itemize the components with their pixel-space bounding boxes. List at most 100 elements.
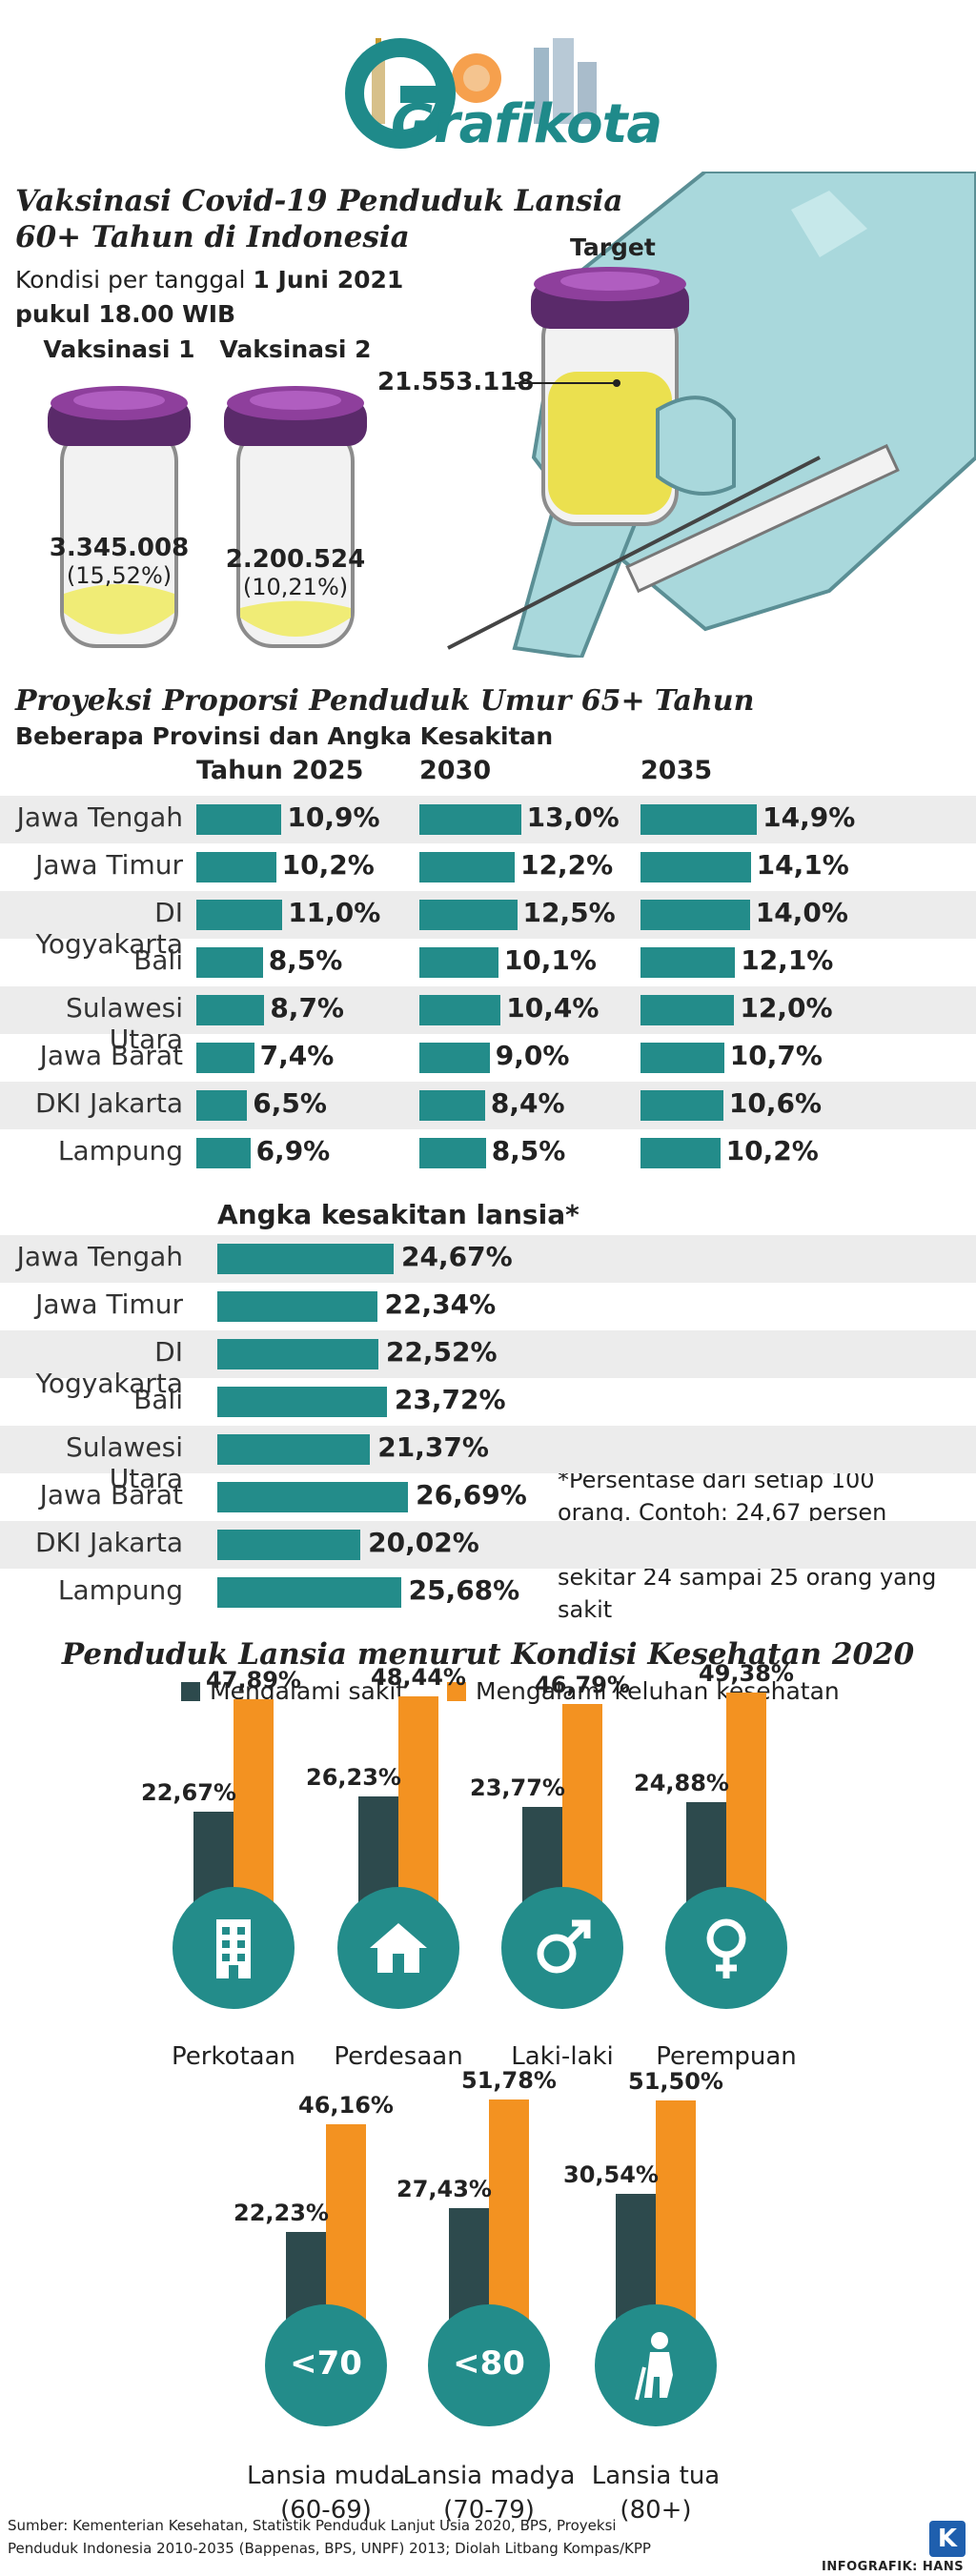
morbidity-bar-dki-jakarta — [217, 1530, 361, 1560]
projection-value-jawa-tengah-0: 10,9% — [287, 801, 380, 833]
projection-value-sulawesi-utara-0: 8,7% — [270, 992, 344, 1024]
health-label-perkotaan: Perkotaan — [129, 2039, 338, 2074]
health-value-sick-perkotaan: 22,67% — [141, 1779, 236, 1807]
as-of-date: Kondisi per tanggal 1 Juni 2021 pukul 18… — [15, 263, 403, 332]
legend-complaint-label: Mengalami keluhan kesehatan — [476, 1677, 840, 1705]
age-70-badge: <70 — [290, 2344, 362, 2383]
dose1-value: 3.345.008 (15,52%) — [38, 534, 200, 589]
projection-value-jawa-barat-0: 7,4% — [259, 1040, 335, 1071]
health-bar-complaint-lansia-muda — [326, 2124, 366, 2331]
page-title: Vaksinasi Covid-19 Penduduk Lansia 60+ T… — [15, 183, 622, 255]
projection-label-di-yogyakarta: DI Yogyakarta — [35, 897, 183, 960]
dose2-count: 2.200.524 — [225, 545, 366, 574]
year-2035-header: 2035 — [640, 756, 713, 785]
projection-bar-jawa-barat-1 — [419, 1043, 490, 1073]
elderly-icon — [618, 2327, 694, 2404]
projection-bar-jawa-tengah-1 — [419, 804, 521, 835]
health-label-line2: (80+) — [620, 2496, 692, 2525]
projection-value-jawa-timur-2: 14,1% — [756, 849, 849, 881]
legend-sick-swatch — [181, 1682, 200, 1701]
house-icon — [360, 1910, 437, 1986]
projection-label-dki-jakarta: DKI Jakarta — [34, 1087, 183, 1119]
morbidity-bar-jawa-tengah — [217, 1244, 395, 1274]
projection-bar-di-yogyakarta-2 — [640, 900, 750, 930]
projection-bar-bali-1 — [419, 947, 498, 978]
health-value-sick-perempuan: 24,88% — [634, 1770, 729, 1797]
health-value-complaint-perdesaan: 48,44% — [371, 1664, 466, 1692]
projection-title: Proyeksi Proporsi Penduduk Umur 65+ Tahu… — [15, 684, 755, 718]
morbidity-bar-lampung — [217, 1577, 401, 1608]
projection-value-sulawesi-utara-1: 10,4% — [506, 992, 600, 1024]
morbidity-value-lampung: 25,68% — [408, 1574, 520, 1606]
projection-value-lampung-1: 8,5% — [491, 1135, 566, 1166]
health-value-complaint-laki-laki: 46,79% — [535, 1672, 630, 1699]
building-icon — [195, 1910, 272, 1986]
projection-bar-jawa-tengah-2 — [640, 804, 758, 835]
male-icon — [524, 1910, 600, 1986]
morbidity-row-bg — [0, 1330, 976, 1378]
projection-bar-jawa-timur-2 — [640, 852, 751, 882]
projection-bar-jawa-barat-2 — [640, 1043, 724, 1073]
projection-bar-sulawesi-utara-1 — [419, 995, 501, 1025]
health-label-line1: Laki-laki — [511, 2042, 614, 2071]
projection-value-jawa-barat-2: 10,7% — [729, 1040, 823, 1071]
projection-bar-jawa-timur-1 — [419, 852, 516, 882]
health-label-line1: Perempuan — [656, 2042, 797, 2071]
projection-label-bali: Bali — [133, 944, 183, 976]
morbidity-value-jawa-barat: 26,69% — [416, 1479, 527, 1511]
projection-label-jawa-timur: Jawa Timur — [35, 849, 183, 881]
health-label-lansia-madya: Lansia madya (70-79) — [384, 2459, 594, 2527]
projection-label-sulawesi-utara: Sulawesi Utara — [66, 992, 183, 1055]
health-bar-complaint-perkotaan — [234, 1698, 274, 1914]
health-value-sick-perdesaan: 26,23% — [306, 1763, 401, 1791]
morbidity-value-sulawesi-utara: 21,37% — [377, 1431, 489, 1463]
projection-value-jawa-barat-1: 9,0% — [495, 1040, 570, 1071]
health-label-lansia-muda: Lansia muda (60-69) — [221, 2459, 431, 2527]
dose2-pct: (10,21%) — [242, 574, 349, 600]
morbidity-label-lampung: Lampung — [57, 1574, 183, 1606]
health-value-sick-lansia-muda: 22,23% — [234, 2199, 329, 2226]
health-bar-complaint-lansia-tua — [656, 2099, 696, 2331]
morbidity-value-di-yogyakarta: 22,52% — [385, 1336, 498, 1368]
logo-skyline-icon — [345, 38, 597, 149]
projection-bar-lampung-1 — [419, 1138, 486, 1168]
health-bar-complaint-lansia-madya — [489, 2099, 529, 2331]
credit: INFOGRAFIK: HANS — [822, 2560, 965, 2574]
projection-bar-jawa-barat-0 — [196, 1043, 254, 1073]
health-label-line1: Perkotaan — [171, 2042, 295, 2071]
morbidity-bar-bali — [217, 1387, 387, 1417]
morbidity-row-bg — [0, 1426, 976, 1473]
projection-value-dki-jakarta-0: 6,5% — [253, 1087, 327, 1119]
health-label-line1: Perdesaan — [334, 2042, 463, 2071]
morbidity-value-dki-jakarta: 20,02% — [368, 1527, 479, 1558]
title-line-2: 60+ Tahun di Indonesia — [15, 220, 410, 254]
year-2030-header: 2030 — [419, 756, 492, 785]
health-label-line2: (70-79) — [443, 2496, 535, 2525]
projection-bar-di-yogyakarta-1 — [419, 900, 518, 930]
health-circle-perempuan — [665, 1887, 787, 2009]
target-count: 21.553.118 — [377, 368, 535, 396]
health-value-complaint-lansia-muda: 46,16% — [298, 2092, 394, 2120]
health-value-complaint-lansia-madya: 51,78% — [461, 2066, 557, 2094]
projection-value-di-yogyakarta-2: 14,0% — [755, 897, 848, 928]
health-value-complaint-lansia-tua: 51,50% — [628, 2067, 723, 2095]
health-circle-lansia-madya — [428, 2304, 550, 2426]
projection-bar-di-yogyakarta-0 — [196, 900, 283, 930]
health-circle-lansia-muda — [265, 2304, 387, 2426]
morbidity-label-di-yogyakarta: DI Yogyakarta — [35, 1336, 183, 1399]
projection-subtitle: Beberapa Provinsi dan Angka Kesakitan — [15, 722, 554, 750]
projection-bar-lampung-0 — [196, 1138, 251, 1168]
projection-bar-bali-2 — [640, 947, 736, 978]
morbidity-bar-sulawesi-utara — [217, 1434, 371, 1465]
projection-bar-sulawesi-utara-2 — [640, 995, 735, 1025]
health-value-complaint-perkotaan: 47,89% — [206, 1666, 301, 1694]
health-value-sick-laki-laki: 23,77% — [470, 1775, 565, 1802]
projection-label-lampung: Lampung — [57, 1135, 183, 1166]
morbidity-row-bg — [0, 1235, 976, 1283]
projection-bar-dki-jakarta-0 — [196, 1090, 248, 1121]
projection-value-jawa-tengah-2: 14,9% — [762, 801, 856, 833]
projection-bar-lampung-2 — [640, 1138, 721, 1168]
health-label-line1: Lansia madya — [402, 2462, 576, 2490]
dose1-count: 3.345.008 — [49, 534, 190, 562]
projection-bar-dki-jakarta-1 — [419, 1090, 485, 1121]
